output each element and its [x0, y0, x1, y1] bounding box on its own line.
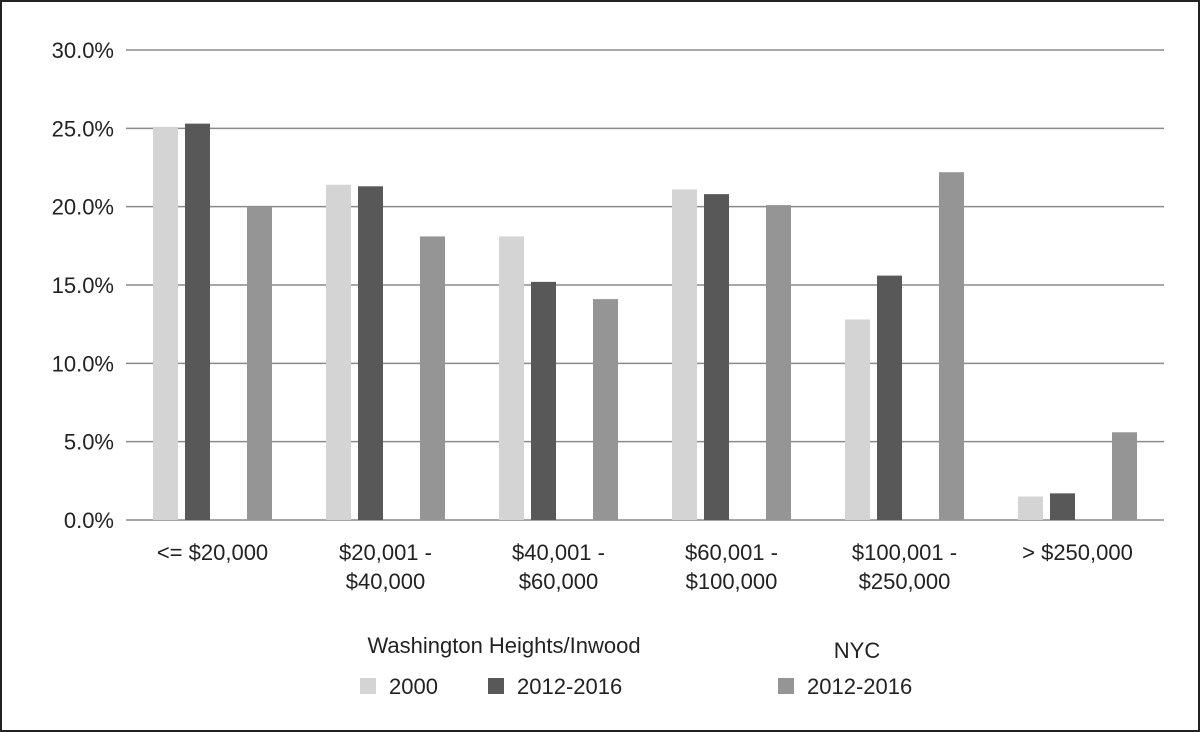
bar: [1018, 496, 1043, 520]
legend-swatch: [360, 678, 376, 694]
x-category-label: $100,000: [686, 569, 778, 594]
y-tick-label: 25.0%: [52, 116, 114, 141]
bar: [531, 281, 556, 520]
y-tick-label: 30.0%: [52, 38, 114, 63]
y-tick-label: 5.0%: [64, 430, 114, 455]
bar: [185, 123, 210, 520]
legend-label: 2012-2016: [517, 674, 622, 699]
bar: [672, 189, 697, 520]
bar: [358, 186, 383, 521]
x-category-label: > $250,000: [1022, 540, 1133, 565]
x-category-label: <= $20,000: [157, 540, 268, 565]
legend-group-title: Washington Heights/Inwood: [367, 633, 640, 658]
y-tick-label: 15.0%: [52, 273, 114, 298]
bar: [153, 126, 178, 521]
x-category-label: $60,001 -: [685, 540, 778, 565]
bar: [499, 236, 524, 520]
x-category-label: $40,001 -: [512, 540, 605, 565]
x-category-label: $40,000: [346, 569, 426, 594]
bar: [247, 206, 272, 520]
y-tick-label: 0.0%: [64, 508, 114, 533]
y-tick-label: 10.0%: [52, 351, 114, 376]
legend-group-title: NYC: [834, 638, 881, 663]
legend-label: 2000: [389, 674, 438, 699]
y-tick-label: 20.0%: [52, 195, 114, 220]
bar: [1112, 432, 1137, 520]
bar: [704, 194, 729, 520]
bar: [939, 172, 964, 520]
bar: [593, 299, 618, 520]
x-category-label: $250,000: [859, 569, 951, 594]
bar: [1050, 493, 1075, 520]
legend-swatch: [488, 678, 504, 694]
bar: [326, 184, 351, 520]
bar: [766, 205, 791, 520]
bar: [877, 275, 902, 520]
bar: [845, 319, 870, 520]
legend-label: 2012-2016: [807, 674, 912, 699]
x-category-label: $100,001 -: [852, 540, 957, 565]
legend-swatch: [778, 678, 794, 694]
bar: [420, 236, 445, 520]
x-category-label: $20,001 -: [339, 540, 432, 565]
x-category-label: $60,000: [519, 569, 599, 594]
